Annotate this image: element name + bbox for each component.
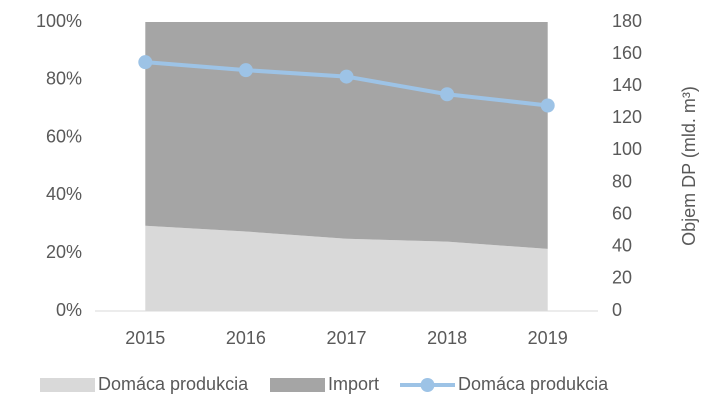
y-tick-label: 60% [46, 126, 82, 146]
y2-tick-label: 120 [612, 107, 642, 127]
line-marker [138, 55, 153, 70]
y2-tick-label: 40 [612, 236, 632, 256]
y-tick-label: 40% [46, 184, 82, 204]
line-marker [540, 98, 555, 113]
y2-tick-label: 60 [612, 203, 632, 223]
y2-tick-label: 180 [612, 11, 642, 31]
x-tick-label: 2019 [528, 328, 568, 348]
y2-tick-label: 140 [612, 75, 642, 95]
line-marker [440, 87, 455, 102]
x-tick-label: 2017 [326, 328, 366, 348]
x-tick-label: 2018 [427, 328, 467, 348]
y2-tick-label: 80 [612, 171, 632, 191]
areas [145, 22, 548, 311]
y2-tick-label: 100 [612, 139, 642, 159]
y2-tick-label: 20 [612, 268, 632, 288]
foreground: 0% 20% 40% 60% 80% 100% 0 20 40 60 80 100 120 140 160 1… [36, 11, 642, 394]
legend-swatch [270, 378, 325, 392]
y-tick-label: 20% [46, 242, 82, 262]
area [145, 225, 548, 311]
legend-label: Domáca produkcia [458, 374, 609, 394]
legend-label: Import [328, 374, 379, 394]
legend-label: Domáca produkcia [98, 374, 249, 394]
legend-swatch [40, 378, 95, 392]
line-marker [238, 63, 253, 78]
x-tick-label: 2015 [125, 328, 165, 348]
y2-tick-label: 160 [612, 43, 642, 63]
legend-marker [420, 378, 435, 392]
y-tick-label: 80% [46, 69, 82, 89]
y2-axis-label: Objem DP (mld. m³) [679, 86, 699, 246]
y-tick-label: 0% [56, 300, 82, 320]
y-tick-label: 100% [36, 11, 82, 31]
area [145, 22, 548, 249]
x-tick-label: 2016 [226, 328, 266, 348]
line-marker [339, 69, 354, 84]
y2-tick-label: 0 [612, 300, 622, 320]
